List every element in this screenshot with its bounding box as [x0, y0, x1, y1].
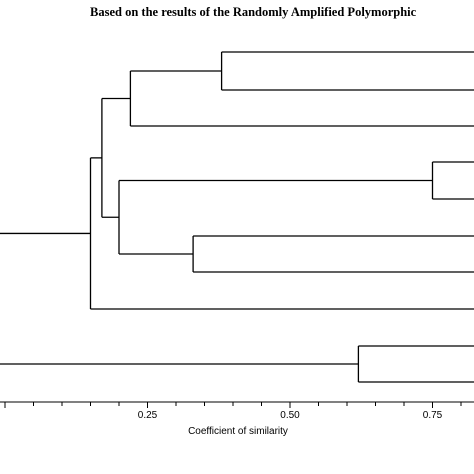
tick-label: 0.50	[280, 410, 300, 421]
axis-label: Coefficient of similarity	[188, 426, 288, 437]
figure-title: Based on the results of the Randomly Amp…	[90, 5, 417, 19]
tick-label: 0.75	[423, 410, 443, 421]
similarity-axis: 0.25 0.50 0.75	[0, 401, 474, 421]
dendrogram-branches	[0, 51, 474, 383]
tick-label: 0.25	[138, 410, 158, 421]
